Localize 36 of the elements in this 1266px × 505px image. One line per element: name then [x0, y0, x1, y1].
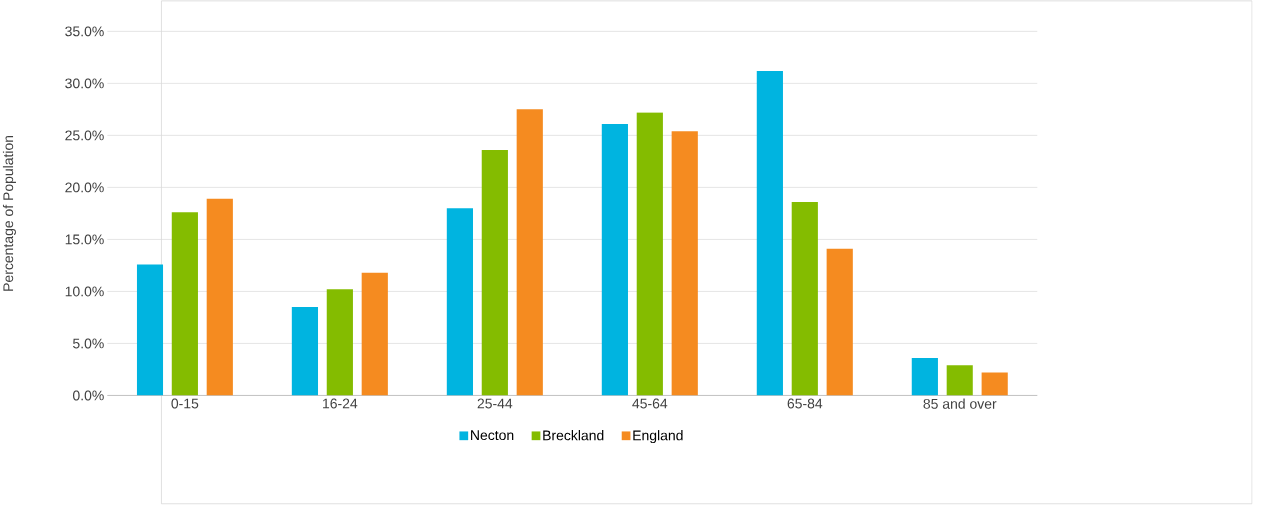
legend-label: Necton [471, 430, 514, 441]
bar [636, 112, 663, 396]
bar [446, 208, 473, 396]
x-tick-label: 0-15 [171, 398, 199, 409]
bar [206, 198, 233, 396]
x-tick-label: 45-64 [632, 398, 668, 409]
bar [291, 307, 319, 396]
bar [481, 150, 508, 396]
y-tick-label: 20.0% [65, 182, 104, 193]
bar [136, 264, 164, 396]
legend-label: England [633, 430, 683, 444]
y-tick-label: 0.0% [72, 390, 104, 401]
x-tick-label: 16-24 [323, 398, 358, 409]
y-axis-title: Percentage of Population [2, 136, 16, 291]
legend-label: Breckland [543, 430, 604, 441]
bar [791, 202, 818, 396]
bar [946, 365, 973, 396]
y-tick-label: 15.0% [65, 234, 104, 245]
x-tick-label: 85 and over [923, 398, 997, 409]
y-tick-label: 25.0% [65, 130, 104, 141]
bar [171, 212, 198, 396]
bar [516, 109, 543, 396]
bar [756, 71, 783, 396]
bar [361, 272, 388, 396]
y-tick-label: 30.0% [65, 78, 104, 89]
bar [326, 289, 353, 396]
bar [911, 358, 938, 396]
y-tick-label: 10.0% [65, 286, 104, 297]
bar [826, 248, 853, 396]
bar [601, 124, 628, 396]
bar [671, 131, 698, 396]
y-tick-label: 35.0% [65, 26, 104, 37]
bar [981, 372, 1008, 396]
y-tick-label: 5.0% [73, 338, 104, 349]
x-tick-label: 65-84 [787, 398, 823, 409]
x-tick-label: 25-44 [477, 398, 513, 409]
